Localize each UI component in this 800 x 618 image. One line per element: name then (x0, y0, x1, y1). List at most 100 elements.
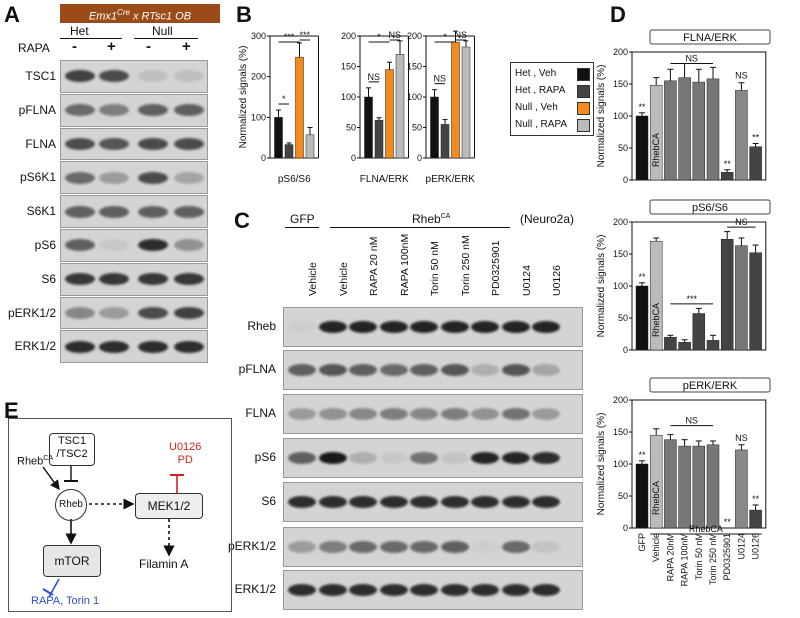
blot-band (410, 321, 438, 333)
panel-b-legend: Het , Veh Het , RAPA Null , Veh Null , RAPA (510, 62, 594, 136)
group-het: Het (70, 24, 89, 38)
mek-inhibitor-1: U0126 (169, 441, 202, 453)
bar (692, 445, 706, 529)
y-tick-label: 50 (618, 491, 628, 501)
x-tick-label: Vehicle (651, 533, 661, 562)
sig-label: *** (299, 30, 310, 40)
blot-band (174, 70, 204, 83)
x-tick-label: RAPA 20nM (665, 533, 675, 581)
mek-inhibitor-2: PD (177, 454, 193, 466)
blot-band (349, 584, 377, 596)
panel-label-b: B (236, 2, 252, 27)
legend-item: Null , RAPA (515, 119, 567, 130)
group-rheb: RhebCA (412, 212, 450, 226)
inner-bar-label: RhebCA (651, 133, 661, 167)
sign-4: + (182, 38, 191, 55)
blot-band (318, 452, 347, 464)
blot-band (471, 584, 499, 596)
mtor-inhibitors: RAPA, Torin 1 (31, 595, 100, 607)
blot-band (288, 321, 316, 333)
blot-row-label: Rheb (247, 319, 276, 333)
blot-band (349, 452, 377, 464)
rheb-underline (330, 227, 510, 228)
blot-band (410, 364, 438, 376)
mek-box: MEK1/2 (135, 493, 203, 519)
bar-star: ** (752, 494, 760, 504)
y-axis-label: Normalized signals (%) (596, 413, 607, 516)
column-header: Vehicle (337, 262, 350, 296)
legend-swatch (577, 119, 590, 132)
blot-band (138, 273, 168, 286)
blot-band (379, 408, 408, 420)
sig-label: * (377, 32, 381, 42)
blot-band (65, 205, 95, 218)
bar (295, 56, 304, 159)
blot-band (440, 321, 469, 333)
rhebca-label: RhebCA (17, 455, 53, 468)
blot-band (501, 364, 530, 376)
sig-label: NS (454, 30, 467, 40)
bar (635, 463, 649, 529)
header-text-b: x R (129, 10, 150, 23)
blot-band (501, 496, 530, 508)
y-tick-label: 100 (407, 92, 422, 102)
panel-d-chart-group: FLNA/ERK 0 50 100 150 200 Normalized signals (… (596, 29, 771, 586)
blot-band (501, 408, 530, 420)
blot-band (410, 496, 438, 508)
legend-label: Null , Veh (515, 102, 558, 113)
blot-band (410, 408, 438, 420)
bar (678, 342, 691, 351)
blot-band (349, 496, 377, 508)
bar-star: ** (638, 450, 646, 460)
legend-label: Null , RAPA (515, 119, 568, 130)
bar (274, 117, 283, 159)
group-null: Null (152, 24, 173, 38)
blot-row-label: S6K1 (26, 204, 56, 219)
header-text-sup: Cre (117, 8, 130, 17)
blot-band (138, 205, 168, 218)
y-tick-label: 0 (623, 523, 628, 533)
y-tick-label: 50 (346, 123, 356, 133)
column-header: PD0325901 (490, 240, 502, 296)
y-tick-label: 200 (613, 395, 628, 405)
y-tick-label: 200 (251, 72, 266, 82)
bar (664, 336, 677, 351)
blot-row-label: TSC1 (25, 69, 56, 83)
bar (720, 172, 734, 181)
blot-band (99, 205, 129, 218)
rhebca-main: Rheb (17, 455, 44, 468)
blot-band (501, 584, 530, 596)
bar (635, 285, 649, 351)
blot-band (99, 137, 129, 150)
y-tick-label: 150 (613, 427, 628, 437)
chart-title-box (649, 199, 771, 215)
rapa-label: RAPA (18, 41, 50, 55)
blot-band (501, 452, 530, 464)
sig-label: NS (735, 217, 748, 227)
sign-1: - (72, 38, 77, 55)
y-tick-label: 50 (618, 143, 628, 153)
legend-swatch (577, 102, 590, 115)
blot-band (174, 273, 204, 286)
rheb-group-label: RhebCA (689, 524, 723, 534)
column-header: U0124 (520, 265, 533, 296)
blot-band (410, 452, 438, 464)
legend-item: Het , RAPA (515, 85, 565, 96)
blot-band (288, 364, 316, 376)
bar (635, 115, 649, 181)
blot-band (349, 321, 377, 333)
bar (735, 449, 748, 529)
x-tick-label: U0126 (751, 533, 761, 560)
bar-star: ** (724, 159, 732, 169)
chart-title: FLNA/ERK (683, 32, 737, 44)
blot-row-label: pS6 (34, 238, 56, 252)
y-tick-label: 150 (341, 62, 356, 72)
sig-label: NS (735, 71, 748, 81)
blot-strip (60, 127, 208, 161)
blot-band (471, 541, 499, 553)
y-tick-label: 150 (613, 249, 628, 259)
blot-band (501, 321, 530, 333)
blot-band (471, 321, 499, 333)
blot-band (379, 452, 408, 464)
sig-label: NS (388, 30, 401, 40)
